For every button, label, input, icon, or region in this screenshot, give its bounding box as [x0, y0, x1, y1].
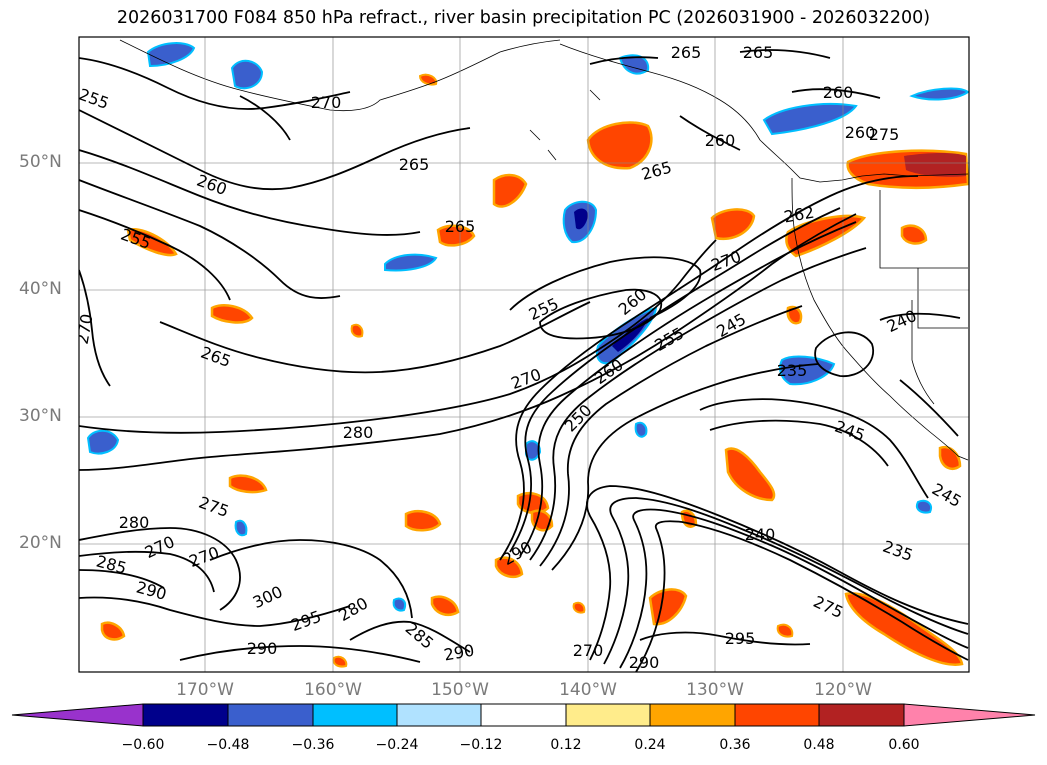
contour-label: 260	[823, 83, 854, 102]
colorbar-tick-label: −0.12	[459, 737, 503, 753]
coastlines	[119, 39, 969, 461]
contour-label: 280	[343, 423, 374, 442]
contour-label: 265	[445, 217, 476, 236]
lat-label: 40°N	[19, 279, 62, 299]
lon-label: 160°W	[304, 680, 362, 700]
colorbar-bin	[734, 703, 820, 727]
contour-label: 290	[247, 639, 278, 658]
lon-label: 150°W	[431, 680, 489, 700]
colorbar-bin	[227, 703, 314, 727]
contour-label: 270	[73, 312, 97, 345]
colorbar-bin	[818, 703, 905, 727]
colorbar-tick-label: −0.24	[375, 737, 419, 753]
colorbar-bin	[480, 703, 567, 727]
lat-label: 20°N	[19, 533, 62, 553]
colorbar-bin	[142, 703, 229, 727]
graticule	[79, 37, 969, 672]
colorbar-extend-low	[11, 703, 144, 727]
colorbar-bin	[396, 703, 482, 727]
colorbar-tick-label: 0.48	[803, 737, 835, 753]
colorbar-tick-label: 0.36	[719, 737, 751, 753]
colorbar-bin	[565, 703, 651, 727]
lon-label: 120°W	[814, 680, 872, 700]
figure-title: 2026031700 F084 850 hPa refract., river …	[116, 8, 931, 28]
contour-label: 260	[845, 123, 876, 142]
contour-label: 280	[119, 513, 150, 532]
contour-label: 275	[869, 125, 900, 144]
colorbar-tick-label: 0.24	[634, 737, 666, 753]
contour-label: 265	[671, 43, 702, 62]
contour-label: 265	[743, 43, 774, 62]
lon-label: 140°W	[559, 680, 617, 700]
contour-label: 290	[629, 653, 660, 672]
contour-label: 260	[705, 131, 736, 150]
plot-frame	[78, 36, 970, 673]
colorbar-bin	[649, 703, 736, 727]
contour-label: 270	[311, 93, 342, 112]
precip-pc-shading	[86, 42, 969, 668]
colorbar	[11, 703, 1036, 727]
plot-area	[79, 37, 969, 672]
colorbar-tick-label: 0.60	[888, 737, 920, 753]
refractivity-contours	[79, 49, 969, 672]
contour-label: 235	[777, 361, 808, 380]
lon-label: 170°W	[176, 680, 234, 700]
contour-label: 240	[745, 525, 776, 544]
colorbar-tick-label: −0.60	[121, 737, 165, 753]
colorbar-extend-high	[903, 703, 1036, 727]
contour-label: 295	[725, 629, 756, 648]
lat-label: 50°N	[19, 152, 62, 172]
colorbar-tick-label: −0.36	[291, 737, 335, 753]
colorbar-bin	[312, 703, 398, 727]
contour-label: 265	[399, 155, 430, 174]
contour-label: 270	[573, 641, 604, 660]
colorbar-tick-label: −0.48	[206, 737, 250, 753]
colorbar-tick-label: 0.12	[550, 737, 582, 753]
lon-label: 130°W	[686, 680, 744, 700]
lat-label: 30°N	[19, 406, 62, 426]
